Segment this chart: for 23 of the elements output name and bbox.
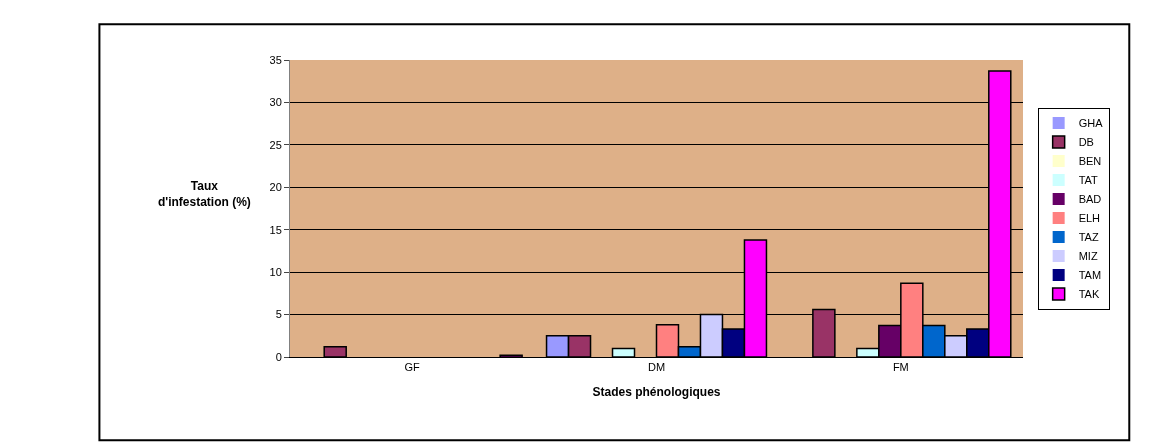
x-tick-label: FM — [892, 361, 909, 374]
legend-label: MIZ — [1078, 250, 1098, 263]
y-tick-label: 35 — [269, 53, 282, 66]
y-tick-label: 25 — [269, 138, 282, 151]
legend-label: TAT — [1078, 174, 1099, 187]
legend-label: GHA — [1078, 117, 1104, 130]
legend-label: BAD — [1078, 193, 1102, 206]
y-tick-label: 10 — [269, 265, 282, 278]
y-tick-label: 20 — [269, 181, 282, 194]
y-tick-label: 5 — [275, 308, 282, 321]
legend-label: BEN — [1078, 155, 1102, 168]
legend-label: TAK — [1078, 288, 1100, 301]
x-tick-label: GF — [404, 361, 421, 374]
legend-label: ELH — [1078, 212, 1101, 225]
y-axis-title: Taux d'infestation (%) — [158, 179, 251, 209]
legend-label: DB — [1078, 136, 1094, 149]
y-tick-label: 0 — [275, 350, 282, 363]
x-tick-label: DM — [647, 361, 666, 374]
y-tick-label: 30 — [269, 96, 282, 109]
y-tick-label: 15 — [269, 223, 282, 236]
legend-label: TAM — [1078, 269, 1102, 282]
x-axis-title: Stades phénologiques — [592, 385, 721, 400]
legend-label: TAZ — [1078, 231, 1099, 244]
